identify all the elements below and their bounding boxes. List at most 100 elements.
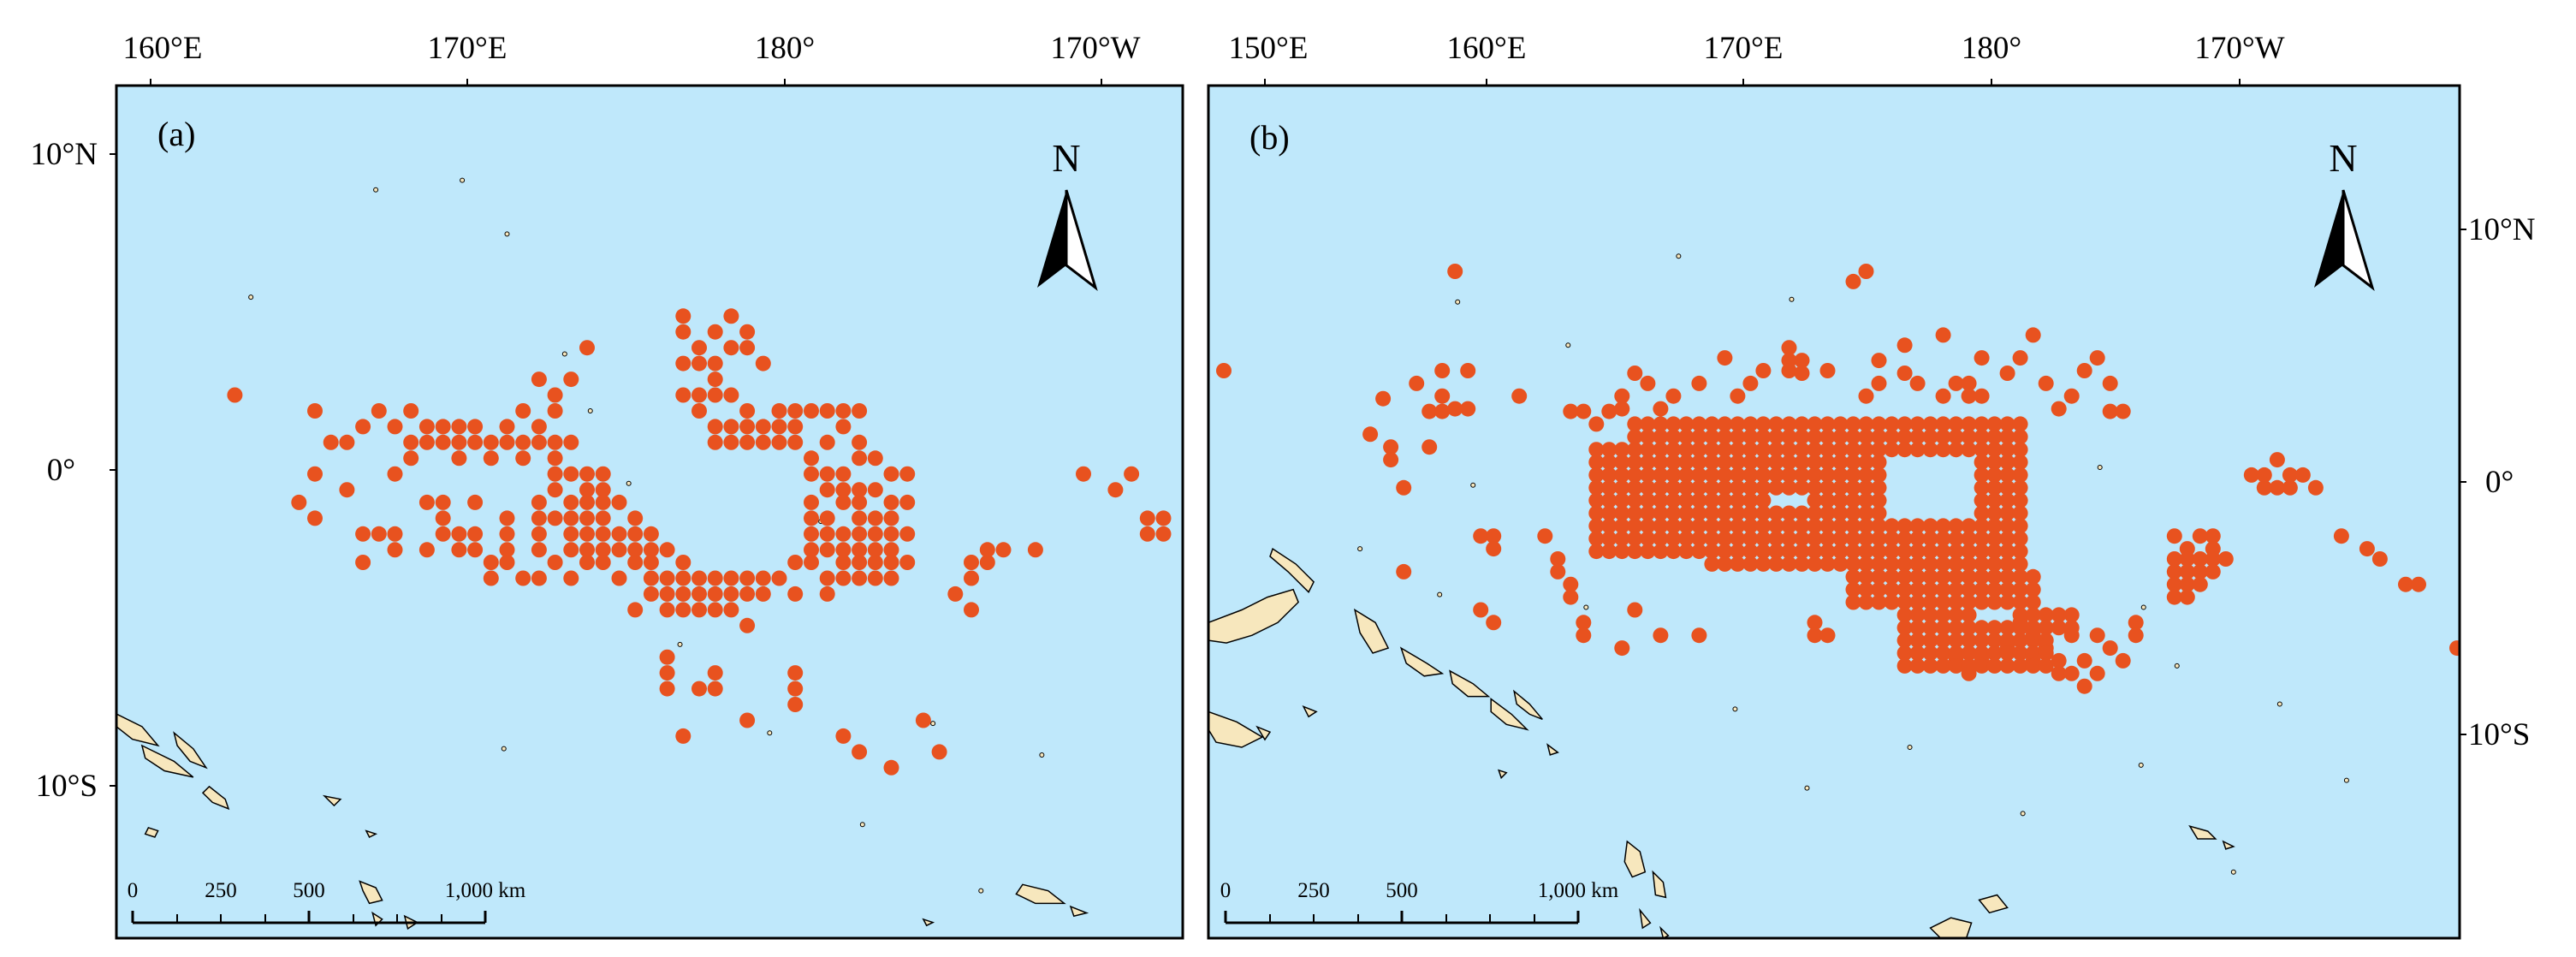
occurrence-point [1563, 576, 1579, 592]
occurrence-point [307, 466, 323, 482]
occurrence-point [1832, 544, 1849, 560]
occurrence-point [1935, 416, 1951, 432]
occurrence-point [547, 466, 563, 482]
occurrence-point [1807, 505, 1823, 521]
occurrence-point [1730, 467, 1746, 483]
occurrence-point [1909, 531, 1926, 547]
occurrence-point [1896, 518, 1913, 534]
occurrence-point [483, 555, 499, 570]
occurrence-point [852, 494, 868, 510]
scale-label-500: 500 [293, 879, 325, 902]
occurrence-point [787, 555, 804, 570]
occurrence-point [1781, 467, 1797, 483]
occurrence-point [1807, 429, 1823, 445]
occurrence-point [899, 555, 916, 570]
occurrence-point [2102, 375, 2118, 391]
occurrence-point [1909, 544, 1926, 560]
occurrence-point [1858, 479, 1874, 496]
occurrence-point [1909, 556, 1926, 572]
occurrence-point [804, 494, 819, 510]
scale-label-1000: 1,000 km [445, 879, 526, 902]
occurrence-point [1614, 401, 1630, 417]
occurrence-point [1986, 544, 2003, 560]
land-polygon [1208, 588, 1299, 644]
occurrence-point [1948, 429, 1964, 445]
occurrence-point [1858, 568, 1874, 585]
occurrence-point [1678, 518, 1695, 534]
islet [626, 480, 632, 486]
occurrence-point [1742, 531, 1759, 547]
occurrence-point [1909, 429, 1926, 445]
occurrence-point [1768, 505, 1784, 521]
north-label: N [2329, 136, 2357, 180]
occurrence-point [1896, 607, 1913, 623]
islet [561, 351, 567, 357]
occurrence-point [723, 387, 739, 403]
occurrence-point [1845, 492, 1861, 508]
occurrence-point [1884, 544, 1900, 560]
occurrence-point [1896, 416, 1913, 432]
occurrence-point [323, 434, 339, 450]
occurrence-point [835, 403, 852, 419]
occurrence-point [1999, 455, 2015, 470]
islet [2343, 777, 2349, 783]
occurrence-point [1961, 442, 1977, 458]
occurrence-point [1896, 657, 1913, 674]
occurrence-point [995, 542, 1012, 558]
occurrence-point [1858, 467, 1874, 483]
occurrence-point [1794, 366, 1810, 381]
occurrence-point [1614, 505, 1630, 521]
occurrence-point [1999, 633, 2015, 649]
occurrence-point [1794, 518, 1810, 534]
islet [767, 730, 773, 736]
occurrence-point [1999, 620, 2015, 636]
occurrence-point [611, 494, 627, 510]
occurrence-point [1884, 594, 1900, 610]
occurrence-point [2192, 563, 2208, 580]
x-tick-label: 180° [755, 31, 815, 66]
occurrence-point [2025, 607, 2041, 623]
scale-label-0: 0 [128, 879, 139, 902]
occurrence-point [1896, 645, 1913, 661]
occurrence-point [1588, 505, 1605, 521]
occurrence-point [1691, 479, 1707, 496]
occurrence-point [1768, 518, 1784, 534]
occurrence-point [1653, 401, 1669, 417]
occurrence-point [563, 372, 579, 388]
occurrence-point [1601, 479, 1617, 496]
occurrence-point [307, 403, 323, 419]
occurrence-point [1614, 455, 1630, 470]
occurrence-point [547, 403, 563, 419]
occurrence-point [1216, 363, 1232, 378]
occurrence-point [1935, 518, 1951, 534]
occurrence-point [563, 466, 579, 482]
occurrence-point [739, 324, 756, 340]
occurrence-point [1627, 442, 1643, 458]
land-polygon [922, 918, 935, 927]
occurrence-point [1819, 627, 1836, 644]
occurrence-point [1678, 531, 1695, 547]
occurrence-point [1819, 363, 1836, 378]
occurrence-point [1717, 518, 1733, 534]
occurrence-point [1755, 442, 1772, 458]
occurrence-point [1871, 544, 1887, 560]
occurrence-point [739, 419, 756, 435]
occurrence-point [579, 510, 595, 526]
occurrence-point [659, 602, 675, 618]
occurrence-point [1961, 518, 1977, 534]
occurrence-point [1576, 615, 1592, 631]
occurrence-point [1653, 518, 1669, 534]
occurrence-point [2192, 528, 2208, 544]
occurrence-point [2063, 607, 2080, 623]
occurrence-point [1486, 528, 1502, 544]
occurrence-point [852, 526, 868, 542]
occurrence-point [1871, 505, 1887, 521]
occurrence-point [1999, 531, 2015, 547]
occurrence-point [1653, 627, 1669, 644]
occurrence-point [771, 419, 787, 435]
north-arrow-icon: N [2314, 136, 2375, 291]
land-layer [116, 177, 1089, 930]
occurrence-point [547, 510, 563, 526]
occurrence-point [1447, 401, 1463, 417]
occurrence-point [1678, 442, 1695, 458]
